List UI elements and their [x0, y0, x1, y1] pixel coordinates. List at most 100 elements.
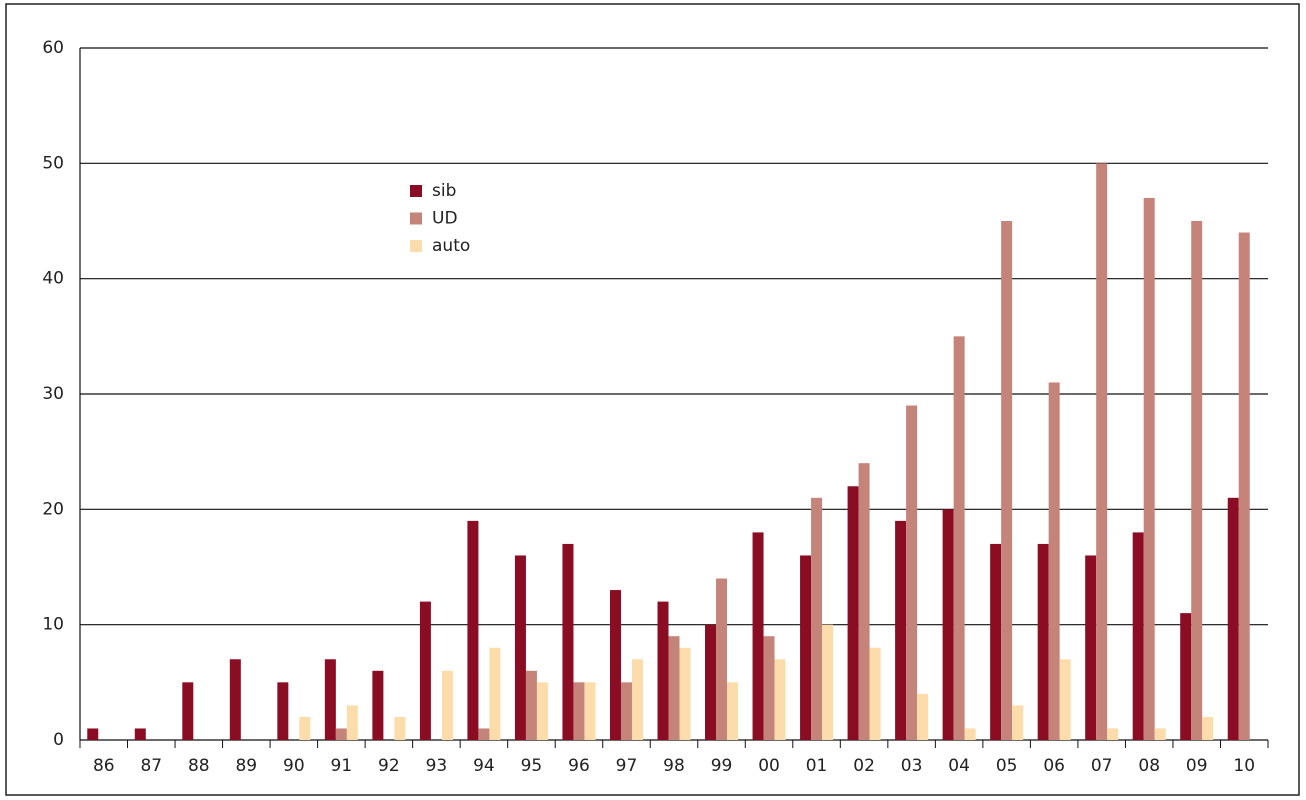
bar: [822, 624, 834, 740]
x-tick-label: 97: [616, 756, 638, 776]
bar: [705, 624, 717, 740]
bar: [335, 728, 347, 740]
x-tick-label: 91: [331, 756, 353, 776]
bar: [1227, 497, 1239, 740]
bar: [906, 405, 918, 740]
bar: [657, 601, 669, 740]
bar: [847, 486, 859, 740]
bar: [1107, 728, 1119, 740]
x-tick-label: 10: [1233, 756, 1255, 776]
bar: [346, 705, 358, 740]
bar: [942, 509, 954, 740]
x-tick-label: 99: [711, 756, 733, 776]
bar: [562, 543, 574, 740]
bar: [536, 682, 548, 740]
bar: [299, 716, 311, 740]
bar: [1085, 555, 1097, 740]
x-tick-label: 02: [853, 756, 875, 776]
bar: [964, 728, 976, 740]
bar: [953, 336, 965, 740]
x-tick-label: 98: [663, 756, 685, 776]
bar: [1180, 613, 1192, 740]
bar: [584, 682, 596, 740]
bar: [668, 636, 680, 740]
bar: [182, 682, 194, 740]
bar: [679, 647, 691, 740]
bar: [609, 590, 621, 740]
legend-label: UD: [432, 209, 458, 229]
y-tick-label: 30: [42, 384, 64, 404]
legend-swatch: [410, 212, 422, 225]
x-tick-label: 00: [758, 756, 780, 776]
bar: [1001, 221, 1013, 740]
bar: [1048, 382, 1060, 740]
bar: [1059, 659, 1071, 740]
bar: [1202, 716, 1214, 740]
bar: [1037, 543, 1049, 740]
legend-label: sib: [432, 181, 456, 201]
x-tick-label: 93: [426, 756, 448, 776]
bar: [467, 520, 479, 740]
x-tick-label: 01: [806, 756, 828, 776]
bar: [372, 670, 384, 740]
bar: [869, 647, 881, 740]
x-tick-label: 07: [1091, 756, 1113, 776]
bar: [1154, 728, 1166, 740]
bar: [631, 659, 643, 740]
bar: [716, 578, 728, 740]
y-tick-label: 0: [53, 730, 64, 750]
bar: [811, 497, 823, 740]
x-tick-label: 89: [235, 756, 257, 776]
legend-swatch: [410, 185, 422, 197]
x-tick-label: 03: [901, 756, 923, 776]
x-tick-label: 09: [1186, 756, 1208, 776]
y-tick-label: 60: [42, 38, 64, 58]
bar: [478, 728, 490, 740]
bar: [525, 670, 537, 740]
bar: [800, 555, 812, 740]
y-tick-label: 40: [42, 269, 64, 289]
frame: [5, 3, 1300, 796]
bar: [489, 647, 501, 740]
bar: [1191, 221, 1203, 740]
x-tick-label: 86: [93, 756, 115, 776]
y-tick-label: 10: [42, 615, 64, 635]
bar: [917, 693, 929, 740]
legend-label: auto: [432, 236, 470, 256]
x-tick-label: 88: [188, 756, 210, 776]
bar: [990, 543, 1002, 740]
y-tick-label: 20: [42, 499, 64, 519]
x-tick-label: 96: [568, 756, 590, 776]
x-tick-label: 90: [283, 756, 305, 776]
bar: [1096, 163, 1108, 741]
bar: [763, 636, 775, 740]
bar: [1132, 532, 1144, 740]
bar: [1143, 197, 1155, 740]
bar: [134, 728, 146, 740]
bar: [324, 659, 336, 740]
x-tick-label: 06: [1043, 756, 1065, 776]
x-tick-label: 94: [473, 756, 495, 776]
bar: [1238, 232, 1250, 741]
legend-swatch: [410, 240, 422, 252]
bar: [620, 682, 632, 740]
bar: [277, 682, 289, 740]
x-tick-label: 04: [948, 756, 970, 776]
x-tick-label: 05: [996, 756, 1018, 776]
bar: [87, 728, 99, 740]
bar: [514, 555, 526, 740]
x-tick-label: 87: [140, 756, 162, 776]
x-tick-label: 92: [378, 756, 400, 776]
x-tick-label: 08: [1138, 756, 1160, 776]
bar: [774, 659, 786, 740]
bar: [858, 463, 870, 740]
bar: [752, 532, 764, 740]
bar: [394, 716, 406, 740]
x-tick-label: 95: [521, 756, 543, 776]
bar: [573, 682, 585, 740]
y-tick-label: 50: [42, 153, 64, 173]
bar: [419, 601, 431, 740]
bar: [1012, 705, 1024, 740]
